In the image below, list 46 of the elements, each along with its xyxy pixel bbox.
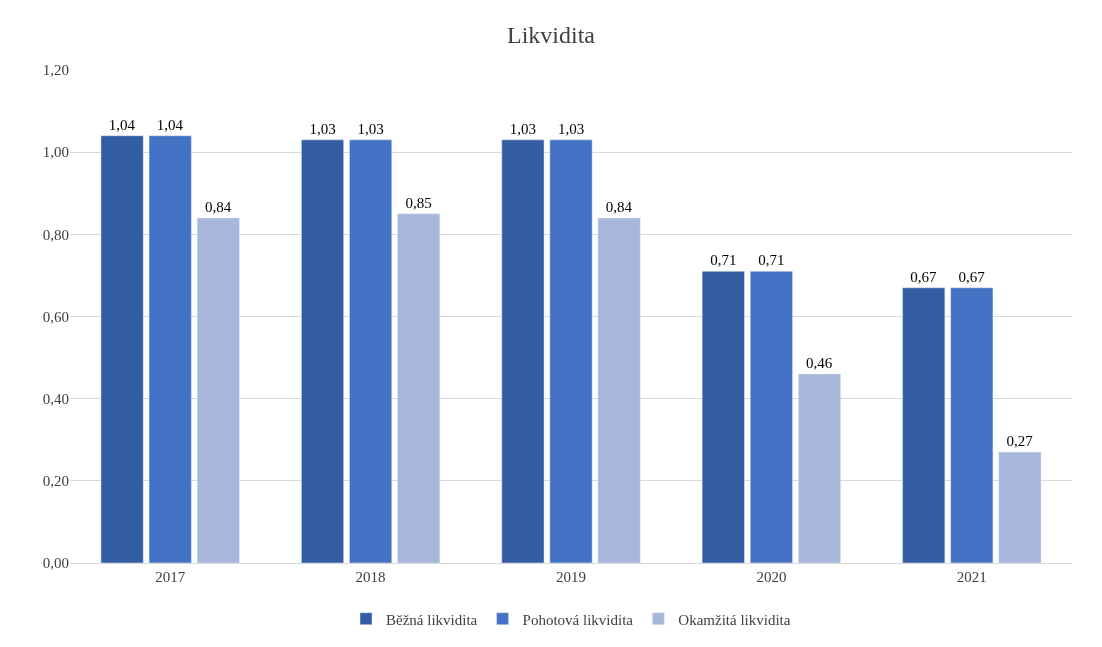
chart-title: Likvidita <box>507 21 596 48</box>
x-tick-label: 2018 <box>355 569 386 585</box>
bar <box>701 271 745 563</box>
y-tick-label: 0,00 <box>42 555 69 572</box>
bar <box>549 139 593 563</box>
y-tick-label: 0,80 <box>42 226 69 243</box>
data-label: 0,46 <box>806 355 833 372</box>
data-label: 0,67 <box>958 268 986 285</box>
data-label: 0,71 <box>710 252 737 269</box>
x-tick-label: 2021 <box>956 569 987 585</box>
legend-label: Okamžitá likvidita <box>678 611 791 628</box>
x-tick-label: 2017 <box>155 569 186 585</box>
y-tick-label: 0,60 <box>42 308 69 325</box>
legend-label: Pohotová likvidita <box>522 611 634 628</box>
legend-label: Běžná likvidita <box>386 611 478 628</box>
bar <box>501 139 545 563</box>
data-label: 1,03 <box>557 120 585 137</box>
data-label: 0,84 <box>204 198 232 215</box>
bar <box>196 217 240 563</box>
x-tick-label: 2019 <box>556 569 586 585</box>
bar <box>798 373 841 563</box>
data-label: 1,04 <box>108 116 136 133</box>
y-tick-label: 0,20 <box>42 473 69 490</box>
bar <box>349 139 393 563</box>
bar <box>148 135 192 563</box>
data-label: 0,27 <box>1006 433 1034 450</box>
y-tick-label: 0,40 <box>42 390 69 407</box>
x-tick-label: 2020 <box>756 569 787 585</box>
bar <box>950 287 994 563</box>
bar <box>749 271 793 563</box>
data-label: 1,03 <box>357 120 384 137</box>
data-label: 1,03 <box>509 120 537 137</box>
data-label: 0,71 <box>758 252 785 269</box>
data-label: 1,04 <box>156 116 184 133</box>
bar <box>301 139 344 563</box>
bar <box>998 451 1042 563</box>
bar <box>597 217 641 563</box>
data-label: 0,85 <box>405 194 432 211</box>
data-label: 0,84 <box>605 198 633 215</box>
y-tick-label: 1,00 <box>42 144 69 161</box>
bar <box>100 135 144 563</box>
bar <box>902 287 946 563</box>
data-label: 1,03 <box>309 120 336 137</box>
bar <box>397 213 441 563</box>
y-tick-label: 1,20 <box>42 62 69 79</box>
data-label: 0,67 <box>910 268 938 285</box>
